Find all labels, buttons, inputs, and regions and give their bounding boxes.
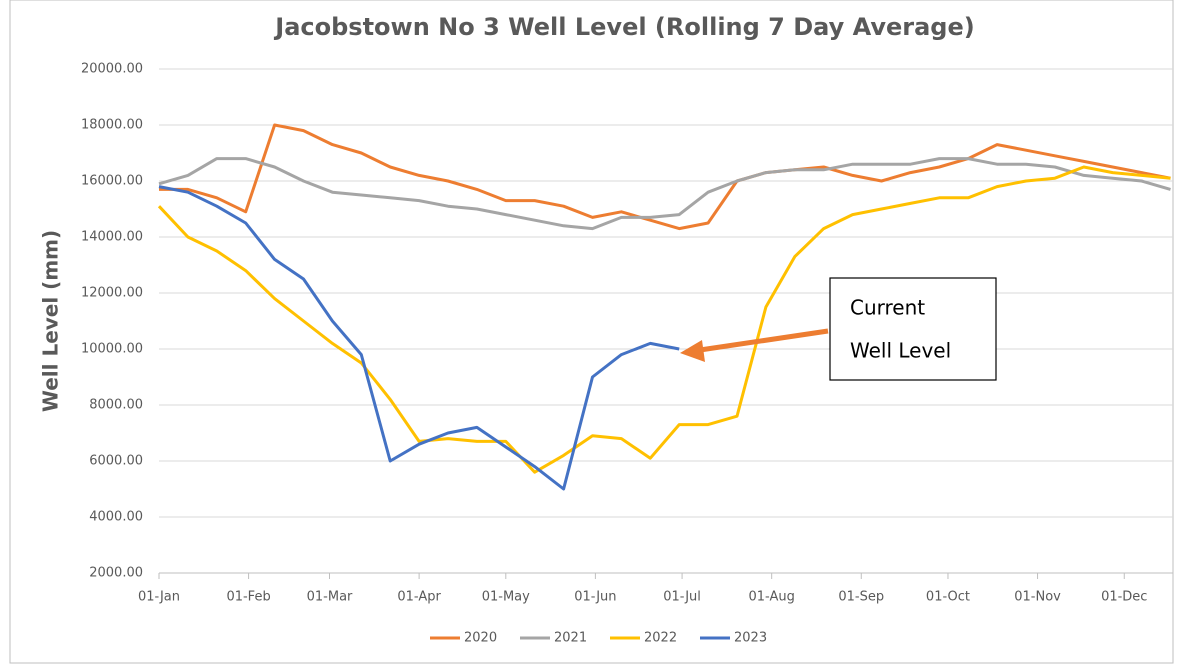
y-tick-label: 4000.00 xyxy=(89,510,143,525)
y-tick-label: 6000.00 xyxy=(89,454,143,469)
annotation-arrow xyxy=(699,328,829,353)
y-tick-label: 12000.00 xyxy=(81,286,143,301)
x-tick-label: 01-Nov xyxy=(1014,590,1061,605)
x-tick-label: 01-Oct xyxy=(926,590,970,605)
series-line xyxy=(159,123,1171,231)
legend-label: 2020 xyxy=(464,631,497,646)
legend-label: 2023 xyxy=(734,631,767,646)
x-tick-label: 01-Sep xyxy=(838,590,884,605)
y-tick-label: 16000.00 xyxy=(81,174,143,189)
x-tick-label: 01-Jun xyxy=(574,590,616,605)
y-tick-label: 8000.00 xyxy=(89,398,143,413)
y-tick-label: 10000.00 xyxy=(81,342,143,357)
x-tick-label: 01-Jul xyxy=(663,590,701,605)
y-axis-label: Well Level (mm) xyxy=(39,230,63,412)
series-line xyxy=(158,185,680,491)
x-tick-label: 01-Apr xyxy=(397,590,441,605)
y-tick-label: 2000.00 xyxy=(89,566,143,581)
x-tick-label: 01-Dec xyxy=(1101,590,1147,605)
x-tick-label: 01-Mar xyxy=(307,590,353,605)
series-line xyxy=(158,157,1171,231)
x-tick-label: 01-Aug xyxy=(749,590,795,605)
annotation-arrowhead xyxy=(680,340,705,362)
plot-area: 2000.00 4000.00 6000.00 8000.00 10000.00 1200… xyxy=(81,62,1173,646)
chart-title: Jacobstown No 3 Well Level (Rolling 7 Da… xyxy=(273,13,974,41)
legend-label: 2021 xyxy=(554,631,587,646)
chart-frame xyxy=(9,0,1174,664)
x-tick-label: 01-Jan xyxy=(138,590,180,605)
annotation-text: Current xyxy=(850,296,925,320)
x-tick-label: 01-May xyxy=(482,590,530,605)
y-tick-label: 14000.00 xyxy=(81,230,143,245)
y-tick-label: 20000.00 xyxy=(81,62,143,77)
annotation-box xyxy=(829,277,997,381)
annotation-text: Well Level xyxy=(850,339,951,363)
series-line xyxy=(157,165,1171,474)
legend-label: 2022 xyxy=(644,631,677,646)
y-tick-label: 18000.00 xyxy=(81,118,143,133)
x-tick-label: 01-Feb xyxy=(226,590,270,605)
